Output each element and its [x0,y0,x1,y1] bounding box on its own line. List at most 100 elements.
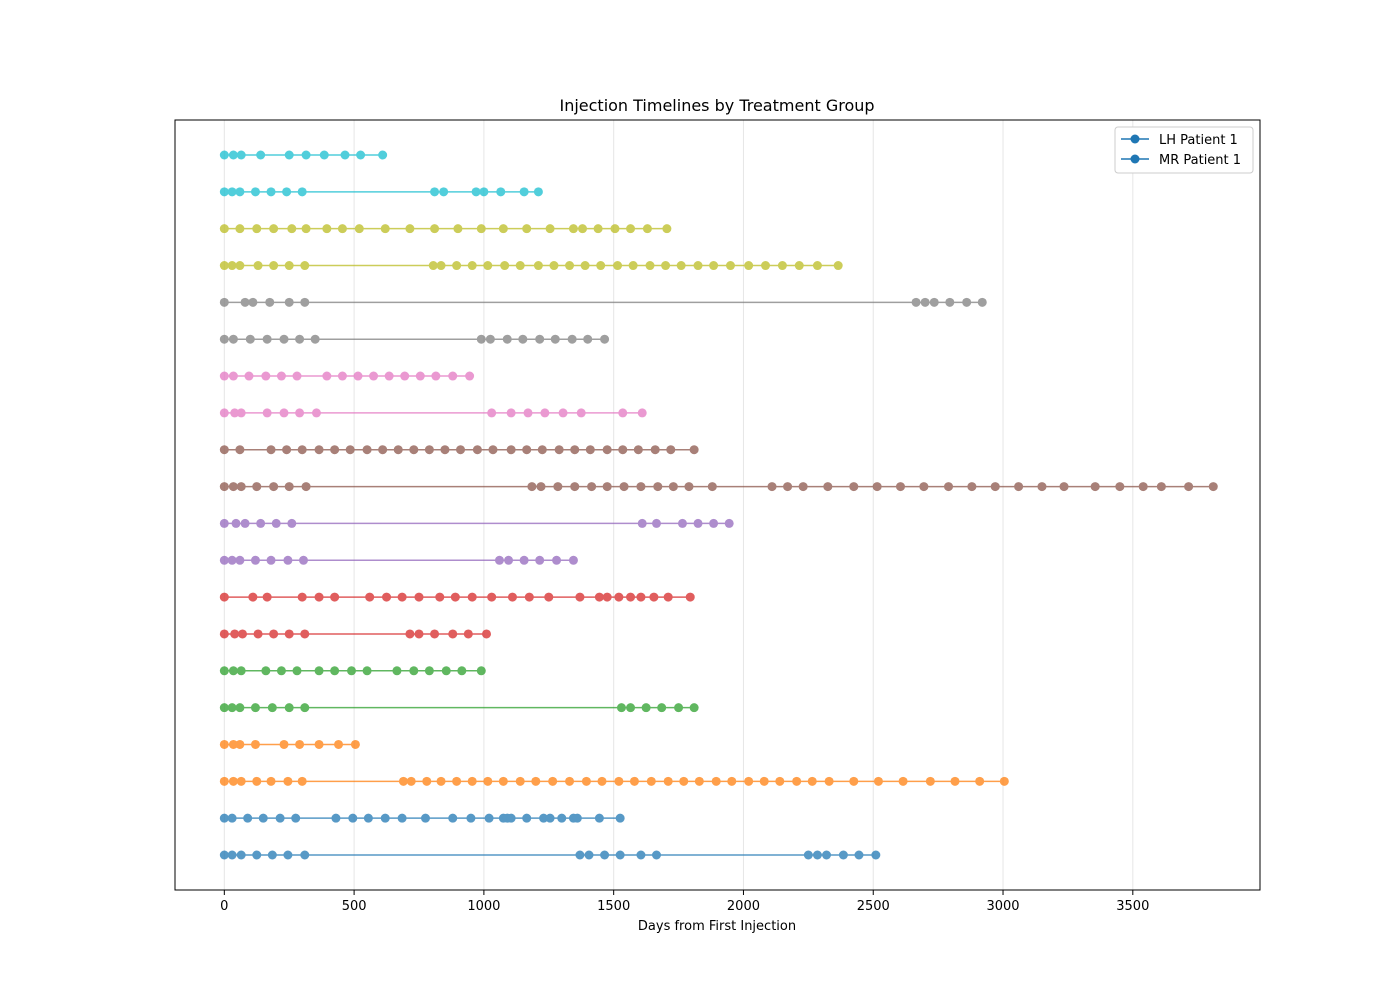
injection-point [676,261,686,271]
injection-point [378,445,388,455]
injection-point [515,261,525,271]
injection-point [515,776,525,786]
injection-point [250,187,260,197]
injection-point [506,445,516,455]
injection-point [265,297,275,307]
series-timeline [219,703,699,713]
injection-point [812,850,822,860]
injection-point [219,850,229,860]
injection-point [284,261,294,271]
injection-point [531,776,541,786]
injection-point [380,224,390,234]
injection-point [1184,482,1194,492]
injection-point [548,776,558,786]
injection-point [250,555,260,565]
injection-point [636,850,646,860]
injection-point [483,776,493,786]
injection-point [657,703,667,713]
injection-point [641,703,651,713]
injection-point [783,482,793,492]
injection-point [485,334,495,344]
injection-point [228,666,238,676]
injection-point [661,261,671,271]
injection-point [945,297,955,307]
injection-point [496,187,506,197]
injection-point [798,482,808,492]
injection-point [363,813,373,823]
injection-point [228,334,238,344]
injection-point [284,703,294,713]
injection-point [507,592,517,602]
injection-point [253,261,263,271]
series-timeline [219,739,360,749]
injection-point [235,703,245,713]
injection-point [452,776,462,786]
injection-point [253,629,263,639]
injection-point [618,408,628,418]
x-tick-label: 3000 [986,899,1019,914]
injection-point [689,445,699,455]
injection-point [219,334,229,344]
injection-point [236,666,246,676]
injection-point [616,703,626,713]
series-timeline [219,592,695,602]
injection-point [467,592,477,602]
injection-point [228,482,238,492]
injection-point [637,518,647,528]
injection-point [248,297,258,307]
injection-point [558,408,568,418]
injection-point [284,629,294,639]
injection-point [297,445,307,455]
injection-point [228,150,238,160]
injection-point [414,629,424,639]
injection-point [535,555,545,565]
injection-point [406,776,416,786]
injection-point [653,482,663,492]
injection-point [602,592,612,602]
series-timeline [219,334,610,344]
injection-point [642,224,652,234]
injection-point [340,150,350,160]
x-tick-label: 1000 [467,899,500,914]
injection-point [523,408,533,418]
injection-point [614,776,624,786]
injection-point [554,445,564,455]
series-timeline [219,482,1218,492]
injection-point [365,592,375,602]
injection-point [240,518,250,528]
injection-point [1059,482,1069,492]
injection-point [422,776,432,786]
injection-point [570,482,580,492]
injection-point [471,187,481,197]
x-axis-ticks: 0 500 1000 1500 2000 2500 3000 3500 [220,890,1149,914]
series-timeline [219,666,486,676]
injection-point [873,776,883,786]
injection-point [602,482,612,492]
injection-point [261,666,271,676]
injection-point [519,187,529,197]
injection-point [345,445,355,455]
injection-point [744,776,754,786]
injection-point [219,150,229,160]
injection-point [392,666,402,676]
injection-point [519,555,529,565]
injection-point [553,482,563,492]
injection-point [567,334,577,344]
injection-point [775,776,785,786]
injection-point [228,371,238,381]
injection-point [652,518,662,528]
x-tick-label: 2500 [857,899,890,914]
injection-point [626,592,636,602]
injection-point [506,408,516,418]
injection-point [929,297,939,307]
injection-point [1115,482,1125,492]
injection-point [311,408,321,418]
injection-point [685,592,695,602]
injection-point [256,518,266,528]
injection-point [689,703,699,713]
injection-point [330,666,340,676]
injection-point [792,776,802,786]
injection-point [378,150,388,160]
x-tick-label: 1500 [597,899,630,914]
